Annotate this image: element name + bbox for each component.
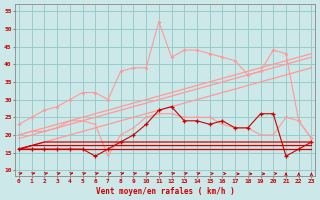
X-axis label: Vent moyen/en rafales ( km/h ): Vent moyen/en rafales ( km/h ) (96, 187, 235, 196)
